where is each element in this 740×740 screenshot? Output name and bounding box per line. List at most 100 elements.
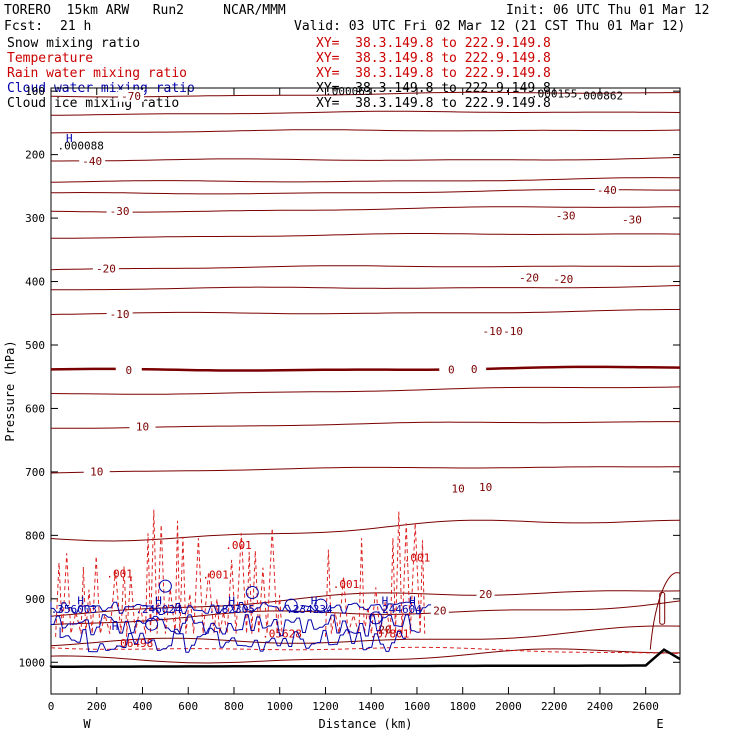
temperature-contour-6 (50, 206, 681, 213)
contour-label-bg (79, 154, 106, 167)
lower-temperature-contour-4 (50, 648, 680, 664)
contour-label-bg (551, 273, 576, 286)
lower-temperature-contour-3 (50, 625, 681, 647)
x-tick-label: 2200 (541, 700, 568, 713)
y-axis-label: Pressure (hPa) (3, 340, 17, 441)
contour-label-bg (129, 420, 156, 433)
high-marker: H (382, 595, 389, 608)
contour-label-bg (446, 482, 471, 495)
rain-contour-2 (325, 511, 426, 637)
contour-label-bg (83, 465, 110, 478)
contour-label-bg (501, 325, 526, 338)
temperature-contour-label: 0 (125, 364, 132, 377)
cloud-ice-max-label: .000862 (577, 90, 623, 103)
y-tick-label: 400 (25, 276, 45, 289)
x-tick-label: 2400 (587, 700, 614, 713)
x-tick-label: 2000 (495, 700, 522, 713)
temperature-contour-label: -40 (82, 155, 102, 168)
cloud-water-cell-0 (158, 579, 172, 593)
cloud-water-max-label: .182305 (209, 603, 255, 616)
high-marker: H (66, 132, 73, 145)
x-tick-label: 200 (87, 700, 107, 713)
temperature-contour-2 (50, 129, 681, 134)
temperature-contour-14 (50, 466, 680, 474)
forecast-label: Fcst: (4, 19, 44, 34)
cloud-water-max-label: .234234 (286, 603, 333, 616)
cloud-water-max-label: .246024 (135, 603, 182, 616)
contour-label-bg (480, 325, 505, 338)
cloud-water-max-label: .244604 (375, 603, 422, 616)
y-tick-label: 500 (25, 339, 45, 352)
lower-temperature-contour-0 (50, 519, 681, 542)
temperature-contour-10 (50, 309, 680, 315)
lower-temperature-contour-1 (50, 590, 681, 617)
lower-contour-label: 20 (479, 588, 492, 601)
temperature-contour-label: -20 (519, 272, 539, 285)
x-axis-label: Distance (km) (319, 717, 413, 731)
x-tick-label: 400 (133, 700, 153, 713)
contour-label-bg (430, 604, 449, 617)
cloud-water-cell-4 (369, 611, 383, 625)
cloud-water-cell-3 (314, 598, 328, 612)
temperature-contour-12 (50, 386, 681, 395)
west-label: W (83, 717, 91, 731)
rain-contour-label: .001 (404, 552, 431, 565)
y-tick-label: 900 (25, 593, 45, 606)
cloud-ice-max-label: .000088 (58, 140, 104, 153)
field-snow-xy: XY= 38.3.149.8 to 222.9.149.8 (316, 36, 551, 51)
temperature-contour-label: -70 (121, 90, 141, 103)
terrain-contour-edge (649, 572, 681, 650)
y-tick-label: 100 (25, 85, 45, 98)
valid-time: Valid: 03 UTC Fri 02 Mar 12 (21 CST Thu … (294, 19, 686, 34)
x-tick-label: 1200 (312, 700, 339, 713)
y-tick-label: 300 (25, 212, 45, 225)
temperature-contour-label: -10 (110, 308, 130, 321)
east-label: E (656, 717, 663, 731)
contour-label-bg (106, 205, 133, 218)
temperature-contour-8 (50, 265, 681, 271)
temperature-contour-label: 0 (471, 363, 478, 376)
temperature-contour-label: -20 (553, 273, 573, 286)
temperature-contour-label: 10 (452, 482, 465, 495)
rain-contour-label: .001 (202, 569, 229, 582)
temperature-contour-0 (50, 91, 680, 98)
rain-contour-label: .05628 (262, 628, 302, 641)
cloud-water-cell-1 (245, 585, 259, 599)
high-marker: H (77, 595, 84, 608)
x-tick-label: 1400 (358, 700, 385, 713)
field-temperature-xy: XY= 38.3.149.8 to 222.9.149.8 (316, 51, 551, 66)
temperature-contour-13 (50, 421, 680, 429)
x-tick-label: 1000 (266, 700, 293, 713)
contour-label-bg (462, 363, 487, 376)
field-snow-name: Snow mixing ratio (7, 36, 141, 51)
x-tick-label: 800 (224, 700, 244, 713)
field-rain-xy: XY= 38.3.149.8 to 222.9.149.8 (316, 66, 551, 81)
rain-contour-label: .06498 (113, 637, 153, 650)
rain-contour-label: .001 (333, 578, 360, 591)
temperature-contour-label: -10 (503, 325, 523, 338)
temperature-contour-label: -20 (96, 263, 116, 276)
ground-surface (49, 648, 681, 668)
contour-label-bg (115, 364, 142, 377)
lower-contour-label: 20 (433, 604, 446, 617)
x-tick-label: 1600 (404, 700, 431, 713)
contour-label-bg (92, 262, 119, 275)
contour-label-bg (594, 184, 619, 197)
init-time: Init: 06 UTC Thu 01 Mar 12 (506, 3, 710, 18)
y-tick-label: 700 (25, 466, 45, 479)
temperature-contour-9 (51, 285, 681, 291)
temperature-contour-7 (51, 233, 681, 239)
model-title: TORERO 15km ARW Run2 NCAR/MMM (4, 3, 286, 18)
contour-label-bg (473, 481, 498, 494)
temperature-contour-1 (50, 110, 681, 116)
cloud-water-max-label: .356003 (51, 603, 97, 616)
high-marker: H (228, 595, 235, 608)
temperature-contour-label: 10 (136, 421, 149, 434)
cloud-ice-max-label: .000063 (325, 85, 371, 98)
high-marker: H (155, 595, 162, 608)
contour-label-bg (476, 587, 495, 600)
y-tick-label: 800 (25, 529, 45, 542)
temperature-contour-label: 10 (90, 465, 103, 478)
temperature-contour-label: 20 (378, 623, 391, 636)
